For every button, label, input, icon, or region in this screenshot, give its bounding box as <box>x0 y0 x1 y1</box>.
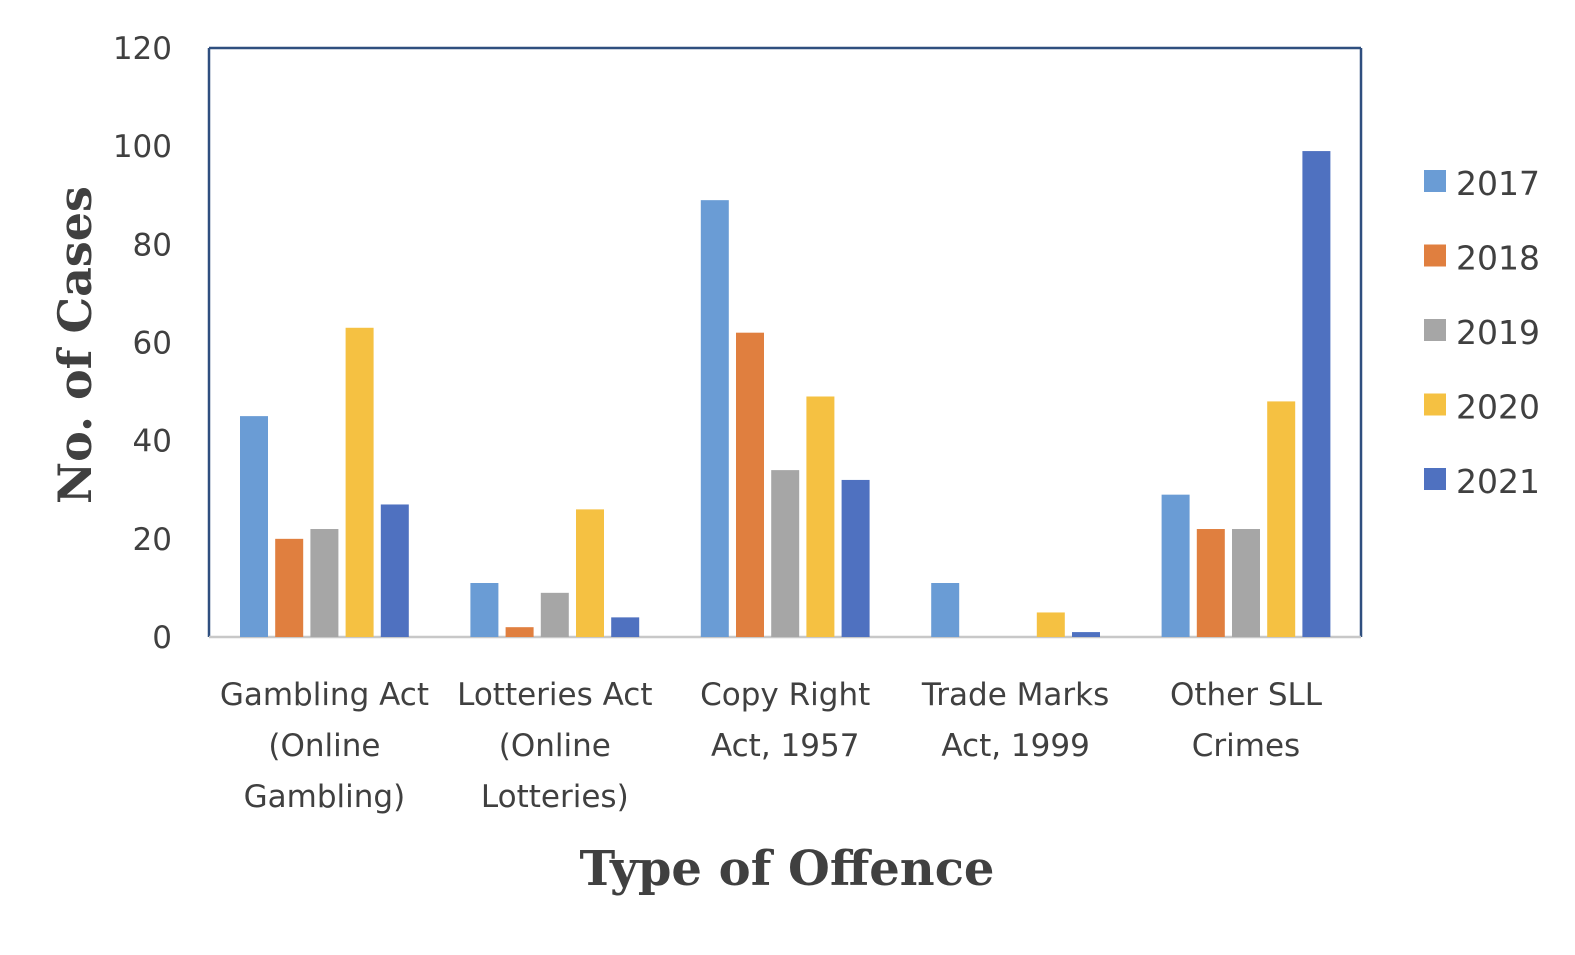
legend: 2017 2018 2019 2020 2021 <box>1424 164 1540 501</box>
legend-swatch-2021 <box>1424 468 1446 490</box>
legend-label-2019: 2019 <box>1456 313 1540 352</box>
x-category-label: (Online <box>499 728 611 764</box>
y-tick-label: 100 <box>113 129 172 165</box>
y-tick-label: 80 <box>133 227 172 263</box>
bar-2020-cat1 <box>576 509 604 637</box>
bar-2019-cat0 <box>310 529 339 637</box>
bar-2021-cat0 <box>380 504 409 637</box>
y-tick-label: 20 <box>133 522 172 558</box>
bar-2021-cat4 <box>1302 151 1331 637</box>
y-tick-label: 40 <box>133 424 172 460</box>
x-category-label: Gambling Act <box>220 677 429 713</box>
legend-label-2021: 2021 <box>1456 462 1540 501</box>
legend-swatch-2017 <box>1424 170 1446 192</box>
bar-2017-cat4 <box>1161 494 1190 637</box>
x-category-label: Lotteries Act <box>457 677 652 713</box>
bar-2020-cat0 <box>345 327 374 637</box>
y-tick-label: 0 <box>152 620 172 656</box>
x-category-label: Gambling) <box>244 779 406 815</box>
bar-2020-cat3 <box>1036 612 1065 637</box>
legend-swatch-2020 <box>1424 393 1446 416</box>
bar-2018-cat1 <box>505 627 534 637</box>
y-axis-title: No. of Cases <box>48 186 102 504</box>
x-category-label: Lotteries) <box>481 779 629 815</box>
bars <box>240 151 1331 638</box>
bar-2020-cat4 <box>1267 401 1296 637</box>
bar-2021-cat3 <box>1072 632 1100 637</box>
bar-2021-cat1 <box>611 617 640 637</box>
x-category-label: Act, 1999 <box>941 728 1089 764</box>
y-tick-label: 120 <box>113 31 172 67</box>
x-category-label: Copy Right <box>700 677 870 713</box>
y-tick-label: 60 <box>133 326 172 362</box>
x-category-label: Trade Marks <box>921 677 1109 713</box>
x-category-label: (Online <box>268 728 380 764</box>
x-axis-title: Type of Offence <box>580 841 995 897</box>
legend-label-2020: 2020 <box>1456 388 1540 427</box>
legend-label-2017: 2017 <box>1456 164 1540 203</box>
y-axis-ticks: 0 20 40 60 80 100 120 <box>113 31 172 656</box>
bar-2019-cat4 <box>1232 529 1260 637</box>
bar-2020-cat2 <box>806 396 835 637</box>
bar-2017-cat3 <box>931 583 960 637</box>
bar-2019-cat1 <box>540 592 569 637</box>
x-axis-category-labels: Gambling Act (Online Gambling) Lotteries Ac… <box>220 677 1323 815</box>
legend-swatch-2018 <box>1424 244 1446 267</box>
bar-2019-cat2 <box>771 470 800 637</box>
bar-2017-cat1 <box>470 583 499 637</box>
bar-2018-cat0 <box>275 538 304 637</box>
bar-2017-cat2 <box>700 200 729 638</box>
x-category-label: Crimes <box>1192 728 1300 764</box>
x-category-label: Other SLL <box>1170 677 1323 713</box>
legend-label-2018: 2018 <box>1456 239 1540 278</box>
x-category-label: Act, 1957 <box>711 728 859 764</box>
bar-2021-cat2 <box>841 479 870 637</box>
bar-2018-cat4 <box>1196 529 1225 637</box>
legend-swatch-2019 <box>1424 319 1446 341</box>
bar-2017-cat0 <box>240 416 268 637</box>
bar-2018-cat2 <box>736 332 764 637</box>
